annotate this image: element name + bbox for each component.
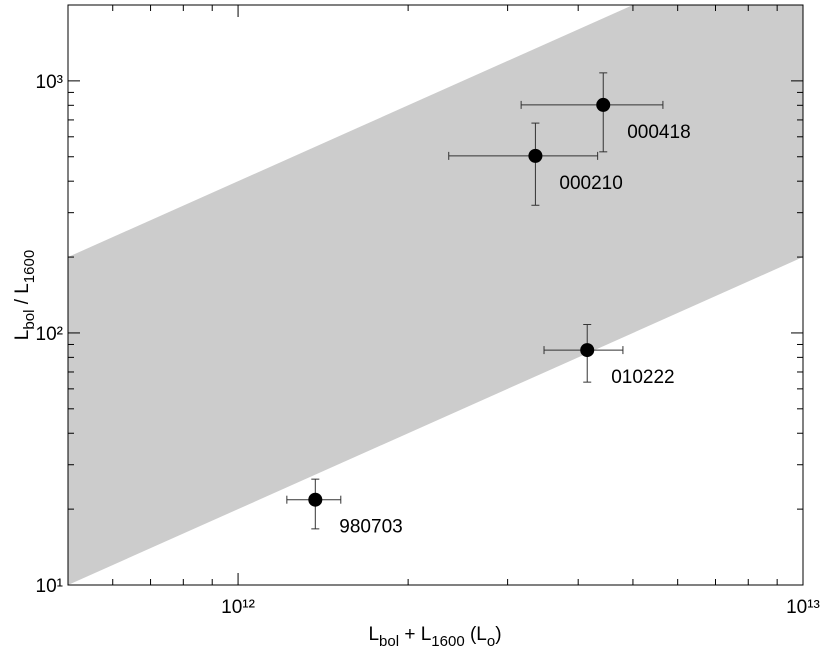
label-part: / L <box>12 283 33 309</box>
point-label: 980703 <box>339 517 402 538</box>
point-label: 000418 <box>627 122 690 143</box>
subscript: o <box>487 633 495 650</box>
point-label: 010222 <box>611 367 674 388</box>
label-part: L <box>12 330 33 341</box>
shaded-band <box>68 5 803 585</box>
subscript: 1600 <box>431 633 464 650</box>
x-tick-label: 10¹³ <box>786 597 820 618</box>
label-part: ) <box>495 624 501 645</box>
data-point <box>308 492 323 507</box>
subscript: 1600 <box>21 250 38 283</box>
data-point <box>580 343 595 358</box>
label-part: (L <box>465 624 487 645</box>
data-point <box>596 97 611 112</box>
y-axis-label: Lbol / L1600 <box>12 250 38 340</box>
label-part: L <box>368 624 379 645</box>
band-layer <box>68 5 803 585</box>
subscript: bol <box>21 310 38 330</box>
data-point <box>528 148 543 163</box>
x-axis-label: Lbol + L1600 (Lo) <box>368 624 501 650</box>
y-tick-label: 10² <box>36 324 63 345</box>
y-tick-label: 10³ <box>36 72 63 93</box>
x-tick-label: 10¹² <box>221 597 255 618</box>
label-part: + L <box>399 624 431 645</box>
subscript: bol <box>379 633 399 650</box>
plot-frame <box>67 4 804 586</box>
y-tick-label: 10¹ <box>36 576 63 597</box>
point-label: 000210 <box>559 173 622 194</box>
